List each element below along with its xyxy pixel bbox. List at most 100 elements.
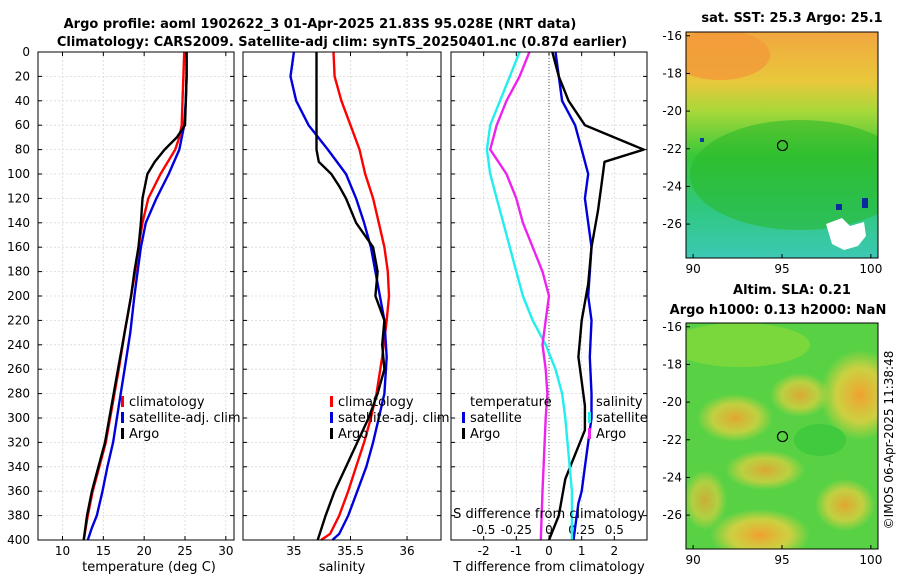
series-line-argo: [82, 52, 188, 541]
depth-tick-label: 320: [7, 435, 30, 449]
legend-swatch-argo: [330, 428, 333, 439]
x-tick-label: 35.5: [337, 544, 364, 558]
sla-map-ticks: 90 95 100 -16 -18 -20 -22 -24 -26: [662, 320, 882, 567]
legend-swatch-s-argo: [588, 428, 591, 439]
map-x-tick-label: 95: [774, 553, 789, 567]
legend-swatch-t-argo: [462, 428, 465, 439]
sst-cold-pixel: [862, 198, 868, 208]
depth-tick-label: 20: [15, 69, 30, 83]
depth-tick-label: 360: [7, 484, 30, 498]
map-y-tick-label: -26: [662, 508, 682, 522]
sla-high-patch: [725, 450, 805, 490]
depth-tick-label: 340: [7, 460, 30, 474]
map-x-tick-label: 95: [774, 262, 789, 276]
x2-tick-label: -0.5: [472, 523, 495, 537]
depth-tick-labels: 0 20 40 60 80 100 120 140 160 180 200 220 240 260 280 3…: [7, 45, 30, 547]
sst-cold-pixel: [700, 138, 704, 142]
sst-cold-pixel: [836, 204, 842, 210]
depth-tick-label: 180: [7, 265, 30, 279]
x-tick-label: 2: [611, 544, 619, 558]
depth-tick-label: 80: [15, 143, 30, 157]
depth-tick-label: 60: [15, 118, 30, 132]
map-x-tick-label: 100: [859, 262, 882, 276]
x-tick-label: 1: [578, 544, 586, 558]
temperature-legend: climatology satellite-adj. clim Argo: [121, 395, 241, 442]
sst-missing-data-patch: [826, 218, 866, 250]
depth-tick-label: 240: [7, 338, 30, 352]
depth-tick-label: 0: [22, 45, 30, 59]
map-y-tick-label: -22: [662, 142, 682, 156]
legend-climatology: climatology: [338, 395, 414, 410]
sla-low-patch: [794, 424, 846, 456]
depth-tick-label: 100: [7, 167, 30, 181]
legend-argo: Argo: [129, 427, 159, 442]
sla-high-patch: [686, 470, 727, 530]
x-tick-label: 15: [96, 544, 111, 558]
legend-s-argo: Argo: [596, 427, 626, 442]
legend-swatch-t-satellite: [462, 412, 465, 423]
map-y-tick-label: -16: [662, 29, 682, 43]
x-tick-label: 30: [218, 544, 233, 558]
legend-satellite: satellite-adj. clim: [129, 411, 241, 426]
x-tick-label: 10: [55, 544, 70, 558]
map-y-tick-label: -20: [662, 395, 682, 409]
legend-swatch-s-satellite: [588, 412, 591, 423]
x-tick-label: 0: [545, 544, 553, 558]
map-y-tick-label: -20: [662, 104, 682, 118]
plot-frame: [37, 51, 235, 541]
legend-climatology: climatology: [129, 395, 205, 410]
legend-temperature-header: temperature: [470, 395, 552, 410]
depth-tick-label: 220: [7, 313, 30, 327]
sst-map-title: sat. SST: 25.3 Argo: 25.1: [701, 11, 882, 26]
depth-tick-label: 200: [7, 289, 30, 303]
plot-frame: [242, 51, 442, 541]
legend-swatch-satellite: [121, 412, 124, 423]
x-tick-label: 25: [177, 544, 192, 558]
sla-high-patch: [815, 479, 875, 531]
legend-swatch-climatology: [330, 396, 333, 407]
sla-high-patch: [697, 394, 773, 442]
map-y-tick-label: -18: [662, 66, 682, 80]
map-y-tick-label: -22: [662, 433, 682, 447]
map-x-tick-label: 100: [859, 553, 882, 567]
sla-patch: [686, 323, 810, 367]
legend-t-satellite: satellite: [470, 411, 522, 426]
map-y-tick-label: -24: [662, 179, 682, 193]
depth-tick-label: 40: [15, 94, 30, 108]
salinity-legend: climatology satellite-adj. clim Argo: [330, 395, 450, 442]
sst-map-ticks: 90 95 100 -16 -18 -20 -22 -24 -26: [662, 29, 882, 276]
map-x-tick-label: 90: [685, 262, 700, 276]
series-line-salinity-argo: [489, 51, 551, 541]
series-line-temperature-argo: [547, 51, 645, 541]
series-line-argo: [315, 52, 386, 541]
sla-map: Altim. SLA: 0.21 Argo h1000: 0.13 h2000:…: [662, 283, 887, 567]
sla-map-title: Altim. SLA: 0.21: [733, 283, 851, 298]
copyright-text: ©IMOS 06-Apr-2025 11:38:48: [882, 351, 896, 530]
map-x-tick-label: 90: [685, 553, 700, 567]
legend-swatch-climatology: [121, 396, 124, 407]
plot-frame: [450, 51, 648, 541]
legend-swatch-satellite: [330, 412, 333, 423]
legend-argo: Argo: [338, 427, 368, 442]
sla-high-patch: [770, 373, 830, 417]
salinity-panel: 35 35.5 36: [242, 51, 442, 558]
temperature-xlabel: temperature (deg C): [82, 560, 216, 575]
depth-tick-label: 380: [7, 509, 30, 523]
x2-tick-label: 0.5: [605, 523, 624, 537]
title-line2: Climatology: CARS2009. Satellite-adj cli…: [57, 35, 627, 50]
difference-x2label: S difference from climatology: [453, 507, 645, 522]
depth-tick-label: 300: [7, 411, 30, 425]
series-line-temperature-satellite: [554, 51, 593, 541]
x2-tick-label: -0.25: [501, 523, 532, 537]
map-y-tick-label: -16: [662, 320, 682, 334]
map-y-tick-label: -24: [662, 470, 682, 484]
series-line-salinity-satellite: [485, 51, 574, 540]
series-line-satellite-adj-clim: [289, 51, 388, 541]
sla-map-subtitle: Argo h1000: 0.13 h2000: NaN: [670, 303, 887, 318]
sla-argo-location-marker: [776, 430, 789, 443]
salinity-xlabel: salinity: [319, 560, 366, 575]
temperature-panel: 10 15 20 25 30: [37, 51, 235, 558]
x-tick-label: 36: [399, 544, 414, 558]
x-tick-label: -1: [510, 544, 522, 558]
